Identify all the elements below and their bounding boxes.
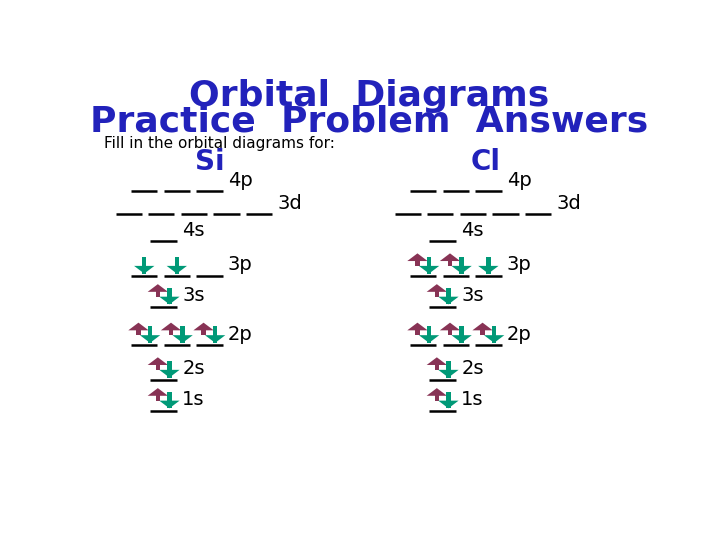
Text: Si: Si (195, 148, 225, 176)
Polygon shape (202, 327, 206, 335)
Text: Fill in the orbital diagrams for:: Fill in the orbital diagrams for: (104, 137, 335, 151)
Polygon shape (156, 392, 160, 401)
Polygon shape (156, 361, 160, 370)
Polygon shape (446, 361, 451, 377)
Polygon shape (148, 327, 153, 343)
Polygon shape (140, 335, 161, 343)
Polygon shape (136, 327, 140, 335)
Text: 4s: 4s (462, 221, 484, 240)
Polygon shape (419, 266, 439, 274)
Text: 2s: 2s (182, 360, 204, 379)
Polygon shape (448, 327, 452, 335)
Text: 1s: 1s (182, 390, 204, 409)
Polygon shape (446, 288, 451, 305)
Polygon shape (174, 257, 179, 274)
Text: 2p: 2p (507, 325, 531, 344)
Polygon shape (148, 388, 168, 396)
Polygon shape (134, 266, 154, 274)
Text: 2p: 2p (228, 325, 253, 344)
Text: 4p: 4p (507, 171, 531, 190)
Text: 4s: 4s (182, 221, 204, 240)
Polygon shape (159, 296, 179, 305)
Polygon shape (194, 323, 214, 330)
Polygon shape (167, 288, 171, 305)
Text: 1s: 1s (462, 390, 484, 409)
Polygon shape (438, 401, 459, 408)
Polygon shape (415, 257, 420, 266)
Polygon shape (459, 257, 464, 274)
Polygon shape (408, 253, 428, 261)
Text: Practice  Problem  Answers: Practice Problem Answers (90, 105, 648, 139)
Polygon shape (142, 257, 146, 274)
Polygon shape (480, 327, 485, 335)
Polygon shape (438, 370, 459, 377)
Polygon shape (440, 323, 460, 330)
Polygon shape (446, 392, 451, 408)
Polygon shape (408, 323, 428, 330)
Polygon shape (181, 327, 185, 343)
Polygon shape (167, 392, 171, 408)
Polygon shape (459, 327, 464, 343)
Polygon shape (205, 335, 225, 343)
Polygon shape (435, 361, 439, 370)
Polygon shape (166, 266, 187, 274)
Text: 2s: 2s (462, 360, 484, 379)
Polygon shape (427, 357, 447, 365)
Polygon shape (156, 288, 160, 296)
Text: Orbital  Diagrams: Orbital Diagrams (189, 79, 549, 113)
Text: Cl: Cl (470, 148, 500, 176)
Polygon shape (486, 257, 490, 274)
Text: 3d: 3d (557, 194, 581, 213)
Polygon shape (435, 392, 439, 401)
Polygon shape (427, 257, 431, 274)
Polygon shape (159, 370, 179, 377)
Polygon shape (148, 284, 168, 292)
Polygon shape (484, 335, 504, 343)
Text: 4p: 4p (228, 171, 253, 190)
Text: 3s: 3s (462, 286, 484, 305)
Polygon shape (415, 327, 420, 335)
Polygon shape (427, 327, 431, 343)
Polygon shape (438, 296, 459, 305)
Polygon shape (128, 323, 148, 330)
Polygon shape (148, 357, 168, 365)
Text: 3p: 3p (228, 255, 253, 274)
Text: 3p: 3p (507, 255, 531, 274)
Polygon shape (168, 327, 174, 335)
Polygon shape (440, 253, 460, 261)
Polygon shape (492, 327, 496, 343)
Polygon shape (167, 361, 171, 377)
Polygon shape (161, 323, 181, 330)
Polygon shape (427, 388, 447, 396)
Polygon shape (451, 335, 472, 343)
Text: 3s: 3s (182, 286, 204, 305)
Polygon shape (172, 335, 193, 343)
Polygon shape (451, 266, 472, 274)
Polygon shape (472, 323, 492, 330)
Polygon shape (478, 266, 498, 274)
Polygon shape (448, 257, 452, 266)
Polygon shape (159, 401, 179, 408)
Polygon shape (435, 288, 439, 296)
Text: 3d: 3d (277, 194, 302, 213)
Polygon shape (213, 327, 217, 343)
Polygon shape (419, 335, 439, 343)
Polygon shape (427, 284, 447, 292)
